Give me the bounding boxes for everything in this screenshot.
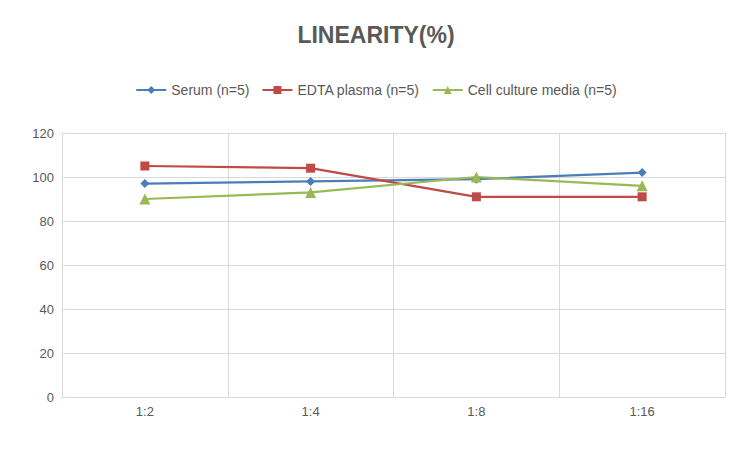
svg-text:1:4: 1:4 <box>302 404 320 419</box>
svg-text:Serum (n=5): Serum (n=5) <box>171 82 249 98</box>
svg-text:Cell culture media (n=5): Cell culture media (n=5) <box>468 82 617 98</box>
svg-text:40: 40 <box>40 302 54 317</box>
svg-text:1:8: 1:8 <box>467 404 485 419</box>
svg-text:1:2: 1:2 <box>136 404 154 419</box>
svg-text:120: 120 <box>32 126 54 141</box>
svg-text:20: 20 <box>40 346 54 361</box>
svg-text:100: 100 <box>32 170 54 185</box>
svg-text:80: 80 <box>40 214 54 229</box>
svg-text:LINEARITY(%): LINEARITY(%) <box>297 22 454 48</box>
svg-text:EDTA plasma (n=5): EDTA plasma (n=5) <box>297 82 419 98</box>
svg-text:0: 0 <box>47 390 54 405</box>
svg-text:60: 60 <box>40 258 54 273</box>
svg-text:1:16: 1:16 <box>629 404 654 419</box>
